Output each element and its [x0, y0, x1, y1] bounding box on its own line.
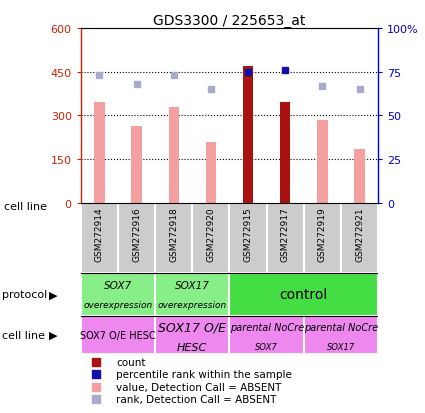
Bar: [155, 203, 192, 273]
Bar: [168, 107, 179, 203]
Text: cell line: cell line: [4, 202, 47, 211]
Text: GSM272916: GSM272916: [132, 207, 141, 261]
Text: GSM272915: GSM272915: [244, 207, 252, 261]
Bar: [230, 273, 378, 316]
Text: GSM272918: GSM272918: [169, 207, 178, 261]
Text: parental NoCre: parental NoCre: [230, 323, 304, 332]
Text: percentile rank within the sample: percentile rank within the sample: [116, 369, 292, 379]
Bar: [304, 203, 341, 273]
Text: SOX17: SOX17: [327, 342, 355, 351]
Bar: [131, 126, 142, 203]
Bar: [81, 316, 155, 355]
Text: SOX7: SOX7: [255, 342, 278, 351]
Bar: [304, 316, 378, 355]
Bar: [81, 273, 155, 316]
Text: SOX17 O/E: SOX17 O/E: [158, 321, 226, 334]
Bar: [118, 203, 155, 273]
Text: GSM272914: GSM272914: [95, 207, 104, 261]
Text: SOX17: SOX17: [175, 280, 210, 290]
Text: cell line: cell line: [2, 330, 45, 340]
Bar: [280, 103, 290, 203]
Text: count: count: [116, 357, 146, 367]
Text: SOX7: SOX7: [104, 280, 132, 290]
Text: GSM272919: GSM272919: [318, 207, 327, 261]
Bar: [155, 316, 230, 355]
Bar: [354, 150, 365, 203]
Text: GSM272917: GSM272917: [281, 207, 290, 261]
Text: GSM272920: GSM272920: [207, 207, 215, 261]
Text: SOX7 O/E HESC: SOX7 O/E HESC: [80, 330, 156, 340]
Bar: [230, 316, 304, 355]
Bar: [317, 121, 328, 203]
Bar: [230, 203, 266, 273]
Bar: [267, 203, 304, 273]
Text: control: control: [280, 287, 328, 301]
Text: HESC: HESC: [177, 342, 207, 352]
Bar: [155, 273, 230, 316]
Text: GSM272921: GSM272921: [355, 207, 364, 261]
Text: ▶: ▶: [49, 290, 57, 299]
Bar: [94, 103, 105, 203]
Text: parental NoCre: parental NoCre: [304, 323, 378, 332]
Text: ▶: ▶: [49, 330, 57, 340]
Text: protocol: protocol: [2, 290, 47, 299]
Title: GDS3300 / 225653_at: GDS3300 / 225653_at: [153, 14, 306, 28]
Text: rank, Detection Call = ABSENT: rank, Detection Call = ABSENT: [116, 394, 277, 404]
Text: value, Detection Call = ABSENT: value, Detection Call = ABSENT: [116, 382, 282, 392]
Bar: [192, 203, 230, 273]
Bar: [341, 203, 378, 273]
Text: overexpression: overexpression: [83, 301, 153, 310]
Bar: [81, 203, 118, 273]
Bar: [206, 142, 216, 203]
Bar: [243, 67, 253, 203]
Text: overexpression: overexpression: [158, 301, 227, 310]
